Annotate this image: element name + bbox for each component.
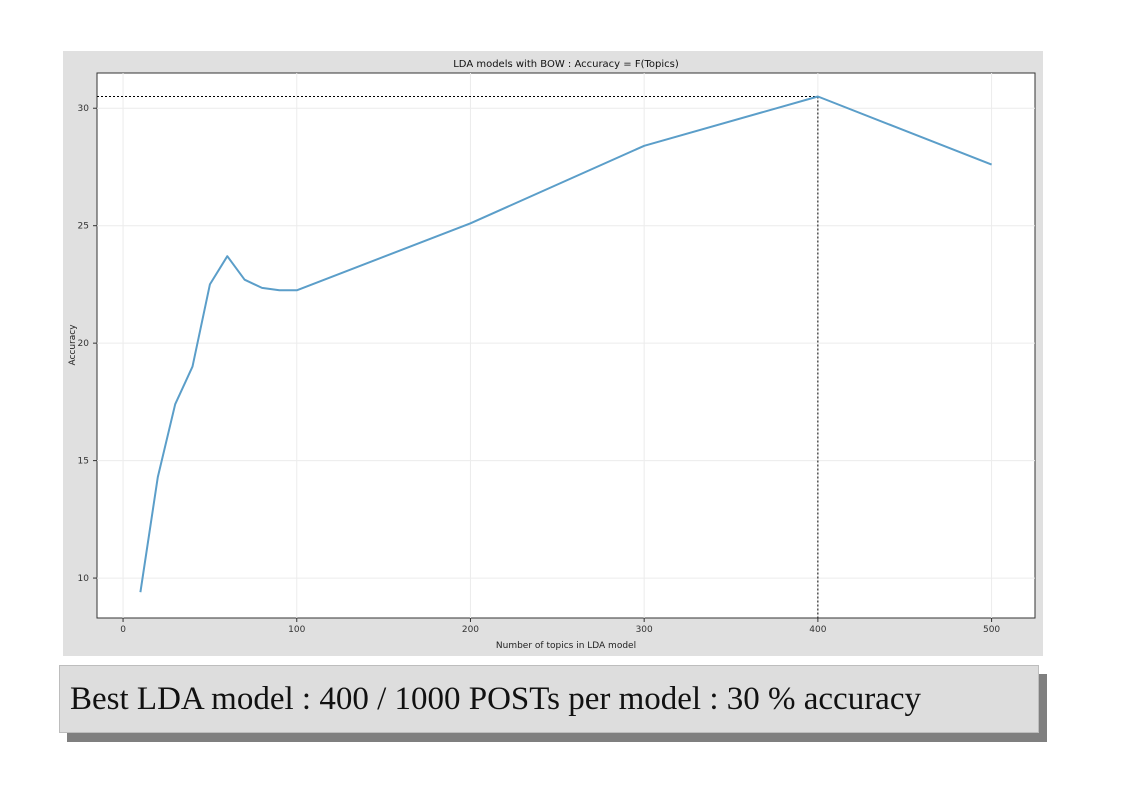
best-model-guides: [97, 95, 819, 618]
chart-title: LDA models with BOW : Accuracy = F(Topic…: [453, 59, 679, 70]
x-tick-label: 300: [636, 625, 653, 635]
figure-panel: 0 100 200 300 400 500 10 15 20 25 30 LDA models w…: [63, 51, 1043, 656]
x-tick-label: 0: [120, 625, 126, 635]
x-axis-ticks: 0 100 200 300 400 500: [120, 618, 1000, 635]
y-axis-label: Accuracy: [68, 324, 78, 366]
x-tick-label: 500: [983, 625, 1000, 635]
y-axis-ticks: 10 15 20 25 30: [78, 104, 97, 584]
y-tick-label: 30: [78, 104, 90, 114]
y-tick-label: 25: [78, 222, 89, 232]
y-tick-label: 20: [78, 339, 90, 349]
y-tick-label: 15: [78, 457, 89, 467]
y-tick-label: 10: [78, 574, 90, 584]
accuracy-series-line: [139, 95, 992, 593]
x-tick-label: 400: [809, 625, 826, 635]
accuracy-line-chart: 0 100 200 300 400 500 10 15 20 25 30 LDA models w…: [68, 59, 1036, 651]
series-lines: [139, 95, 992, 593]
x-axis-label: Number of topics in LDA model: [496, 641, 636, 651]
plot-area: [96, 72, 1036, 619]
caption-text: Best LDA model : 400 / 1000 POSTs per mo…: [70, 680, 921, 717]
caption-box: Best LDA model : 400 / 1000 POSTs per mo…: [59, 665, 1039, 733]
x-tick-label: 200: [462, 625, 479, 635]
x-tick-label: 100: [288, 625, 305, 635]
